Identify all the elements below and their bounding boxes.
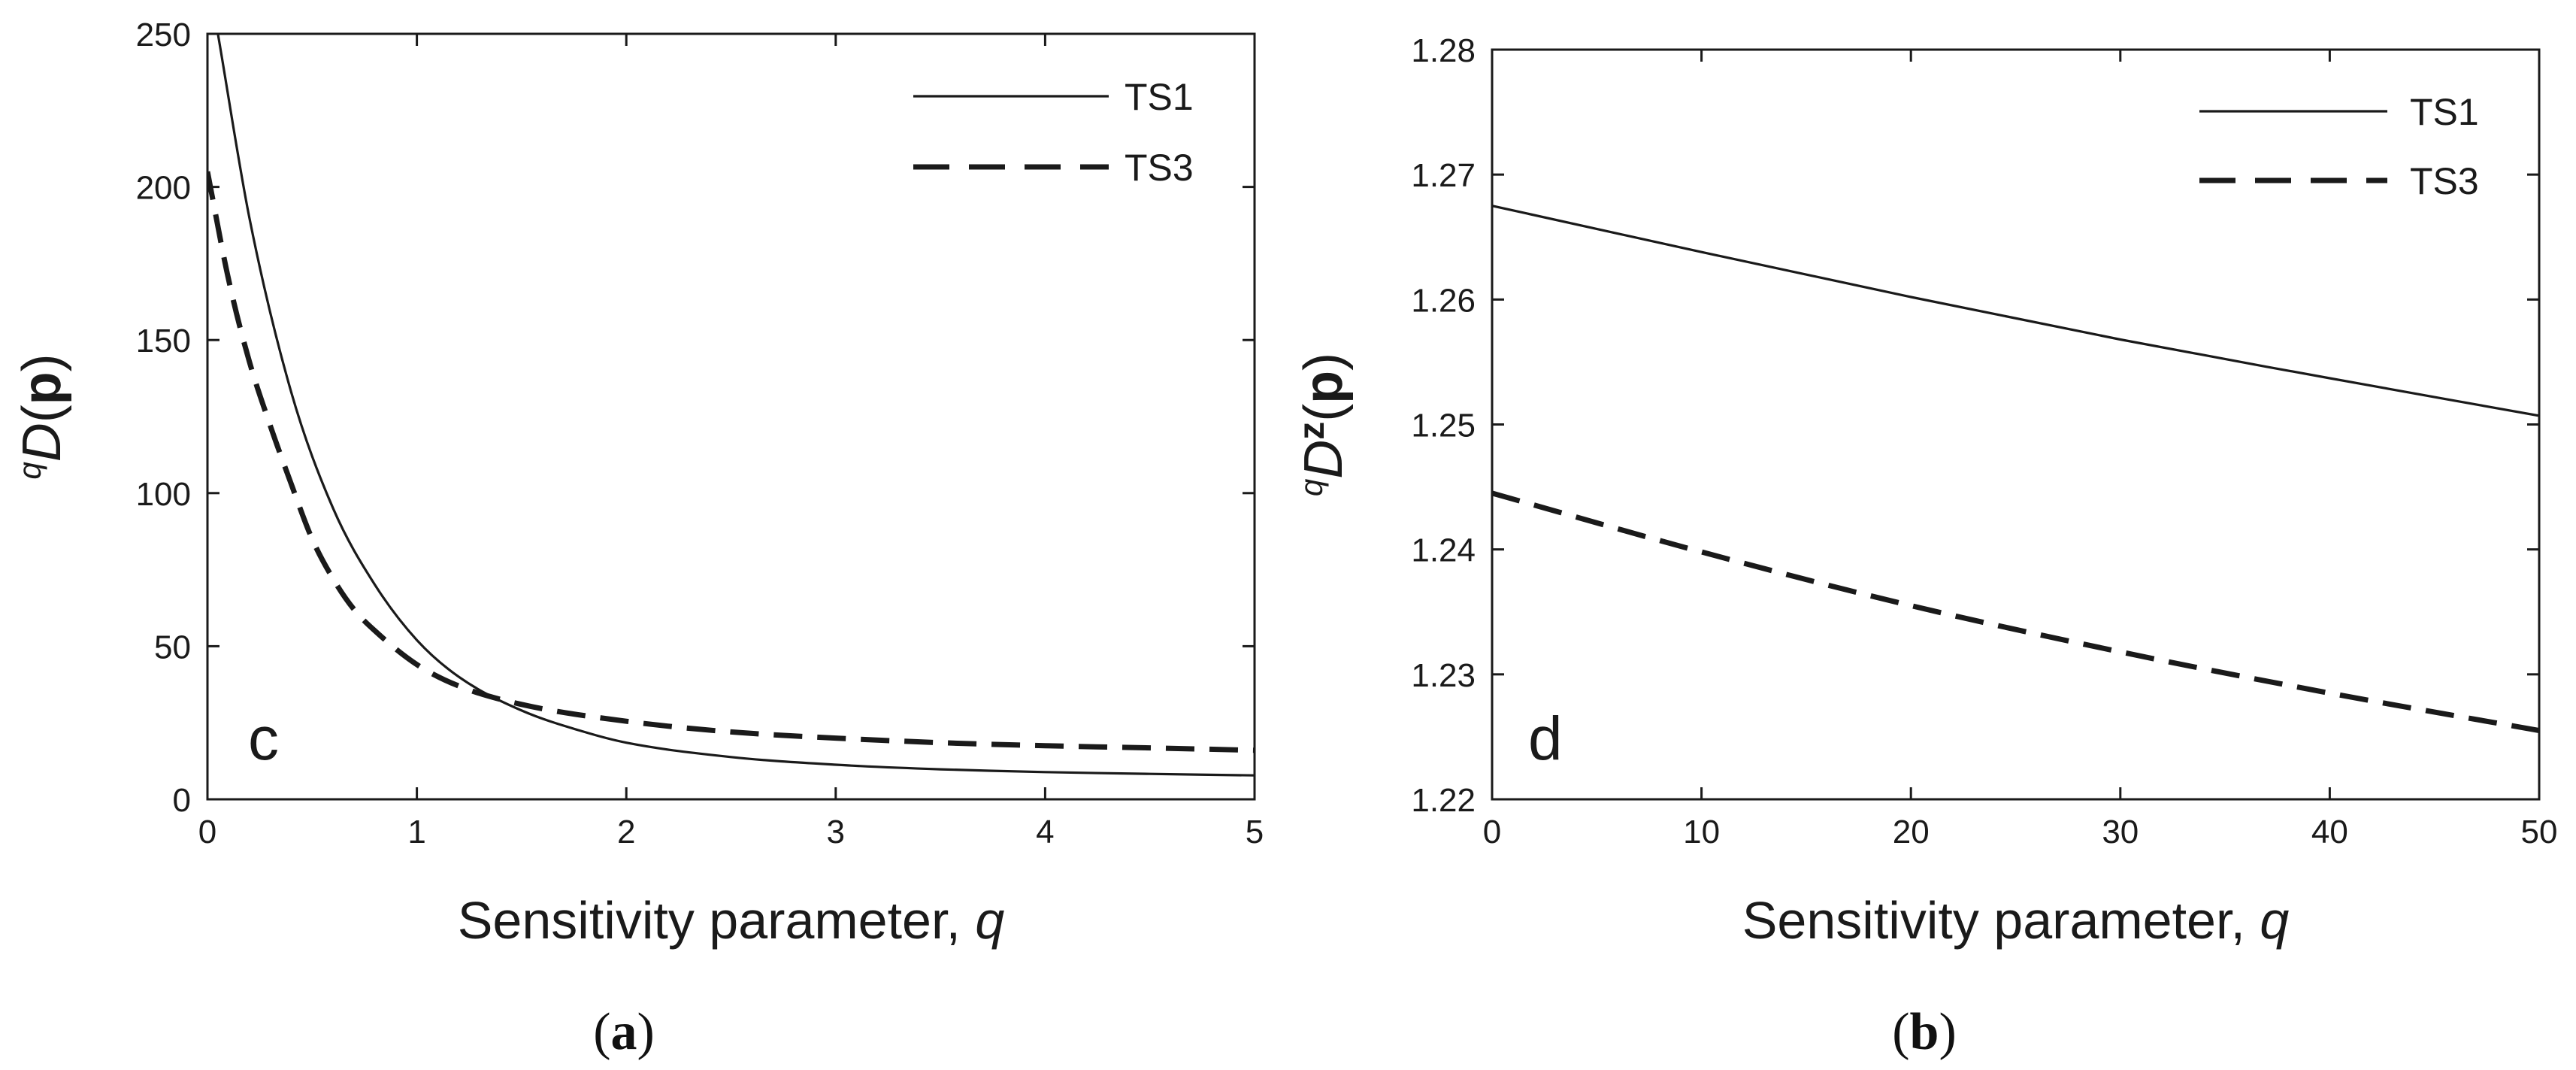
legend-entry: TS1 bbox=[2410, 91, 2479, 133]
x-tick-label: 20 bbox=[1893, 814, 1930, 850]
y-tick-label: 150 bbox=[136, 323, 191, 359]
panel-tag: d bbox=[1528, 705, 1563, 773]
series-line-ts3 bbox=[207, 171, 1255, 753]
y-axis-title: qD(p) bbox=[12, 353, 72, 479]
y-tick-label: 0 bbox=[173, 782, 191, 819]
y-tick-label: 250 bbox=[136, 17, 191, 53]
plot-frame bbox=[206, 32, 1256, 801]
legend-entry: TS3 bbox=[2410, 160, 2479, 202]
x-tick-label: 0 bbox=[1483, 814, 1501, 850]
y-tick-label: 1.28 bbox=[1411, 32, 1476, 69]
x-tick-label: 1 bbox=[407, 814, 425, 850]
x-tick-label: 40 bbox=[2311, 814, 2348, 850]
x-tick-label: 3 bbox=[827, 814, 845, 850]
y-tick-label: 1.26 bbox=[1411, 282, 1476, 319]
x-tick-label: 5 bbox=[1246, 814, 1264, 850]
panel-caption: (a) bbox=[593, 1003, 655, 1061]
series-line-ts3 bbox=[1492, 490, 2539, 734]
series-line-ts1 bbox=[1492, 205, 2539, 417]
chart-panel-a: 0 1 2 3 4 5050100150200250TS1TS3cSensitivity … bbox=[12, 17, 1264, 1061]
x-tick-label: 10 bbox=[1683, 814, 1720, 850]
y-tick-label: 1.24 bbox=[1411, 532, 1476, 569]
panel-caption: (b) bbox=[1892, 1003, 1957, 1061]
y-tick-label: 1.27 bbox=[1411, 157, 1476, 194]
x-tick-label: 4 bbox=[1036, 814, 1054, 850]
legend-entry: TS3 bbox=[1125, 147, 1194, 189]
x-tick-label: 50 bbox=[2521, 814, 2558, 850]
x-tick-label: 30 bbox=[2102, 814, 2139, 850]
x-tick-label: 2 bbox=[617, 814, 635, 850]
panel-tag: c bbox=[248, 705, 279, 773]
chart-panel-b: 0 10 20 30 40 50 1.22 1.23 1.24 1.25 1.26 1.27 1.28 T… bbox=[1292, 32, 2557, 1061]
legend-entry: TS1 bbox=[1125, 76, 1194, 118]
y-tick-label: 200 bbox=[136, 170, 191, 207]
y-axis-title: qDz(p) bbox=[1292, 353, 1354, 496]
y-tick-label: 1.22 bbox=[1411, 782, 1476, 819]
x-axis-title: Sensitivity parameter, q bbox=[458, 891, 1005, 950]
x-tick-label: 0 bbox=[198, 814, 216, 850]
series-line-ts1 bbox=[216, 34, 1255, 777]
x-axis-title: Sensitivity parameter, q bbox=[1742, 891, 2290, 950]
plot-frame bbox=[1491, 48, 2541, 801]
y-tick-label: 50 bbox=[154, 629, 191, 665]
y-tick-label: 1.25 bbox=[1411, 408, 1476, 444]
y-tick-label: 100 bbox=[136, 476, 191, 513]
y-tick-label: 1.23 bbox=[1411, 657, 1476, 694]
